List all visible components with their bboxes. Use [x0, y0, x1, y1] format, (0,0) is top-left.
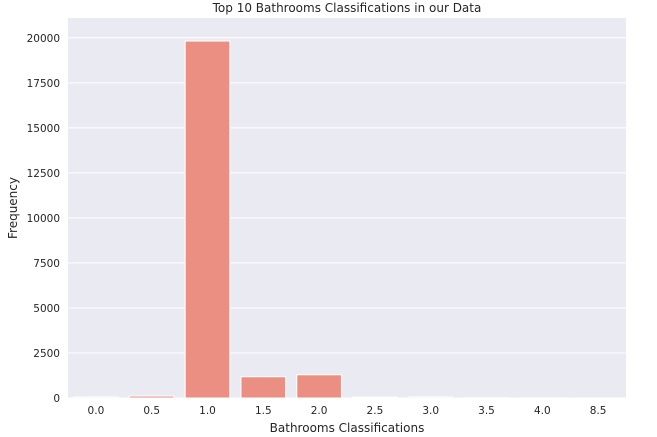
y-tick-label: 10000	[27, 213, 60, 225]
x-tick-label: 0.5	[143, 405, 160, 417]
x-tick-label: 2.5	[367, 405, 384, 417]
bar-0-0	[73, 396, 119, 399]
y-axis-title: Frequency	[6, 177, 20, 239]
x-tick-labels: 0.0 0.5 1.0 1.5 2.0 2.5 3.0 3.5 4.0 8.5	[88, 405, 607, 417]
y-tick-label: 17500	[27, 78, 60, 90]
y-tick-label: 0	[53, 393, 60, 405]
x-tick-label: 3.0	[422, 405, 439, 417]
x-tick-label: 3.5	[478, 405, 495, 417]
chart-title: Top 10 Bathrooms Classifications in our …	[212, 1, 482, 15]
x-tick-label: 1.5	[255, 405, 272, 417]
x-tick-label: 1.0	[199, 405, 216, 417]
bar-3-0	[407, 396, 454, 399]
y-tick-label: 5000	[33, 303, 60, 315]
bar-1-0	[184, 40, 231, 399]
y-tick-label: 7500	[33, 258, 60, 270]
bar-2-0	[296, 374, 342, 399]
y-tick-label: 2500	[33, 348, 60, 360]
x-tick-label: 0.0	[88, 405, 105, 417]
x-axis-title: Bathrooms Classifications	[270, 421, 425, 435]
y-tick-label: 15000	[27, 123, 60, 135]
y-tick-label: 20000	[27, 33, 60, 45]
bar-1-5	[240, 376, 287, 399]
plot-background	[68, 18, 626, 398]
x-tick-label: 8.5	[590, 405, 607, 417]
y-tick-labels: 0 2500 5000 7500 10000 12500 15000 17500 20000	[27, 33, 60, 405]
bar-2-5	[352, 396, 398, 399]
y-tick-label: 12500	[27, 168, 60, 180]
x-tick-label: 2.0	[311, 405, 328, 417]
x-tick-label: 4.0	[534, 405, 551, 417]
bar-0-5	[128, 395, 175, 399]
grid-lines	[68, 37, 626, 399]
bars	[73, 40, 621, 399]
